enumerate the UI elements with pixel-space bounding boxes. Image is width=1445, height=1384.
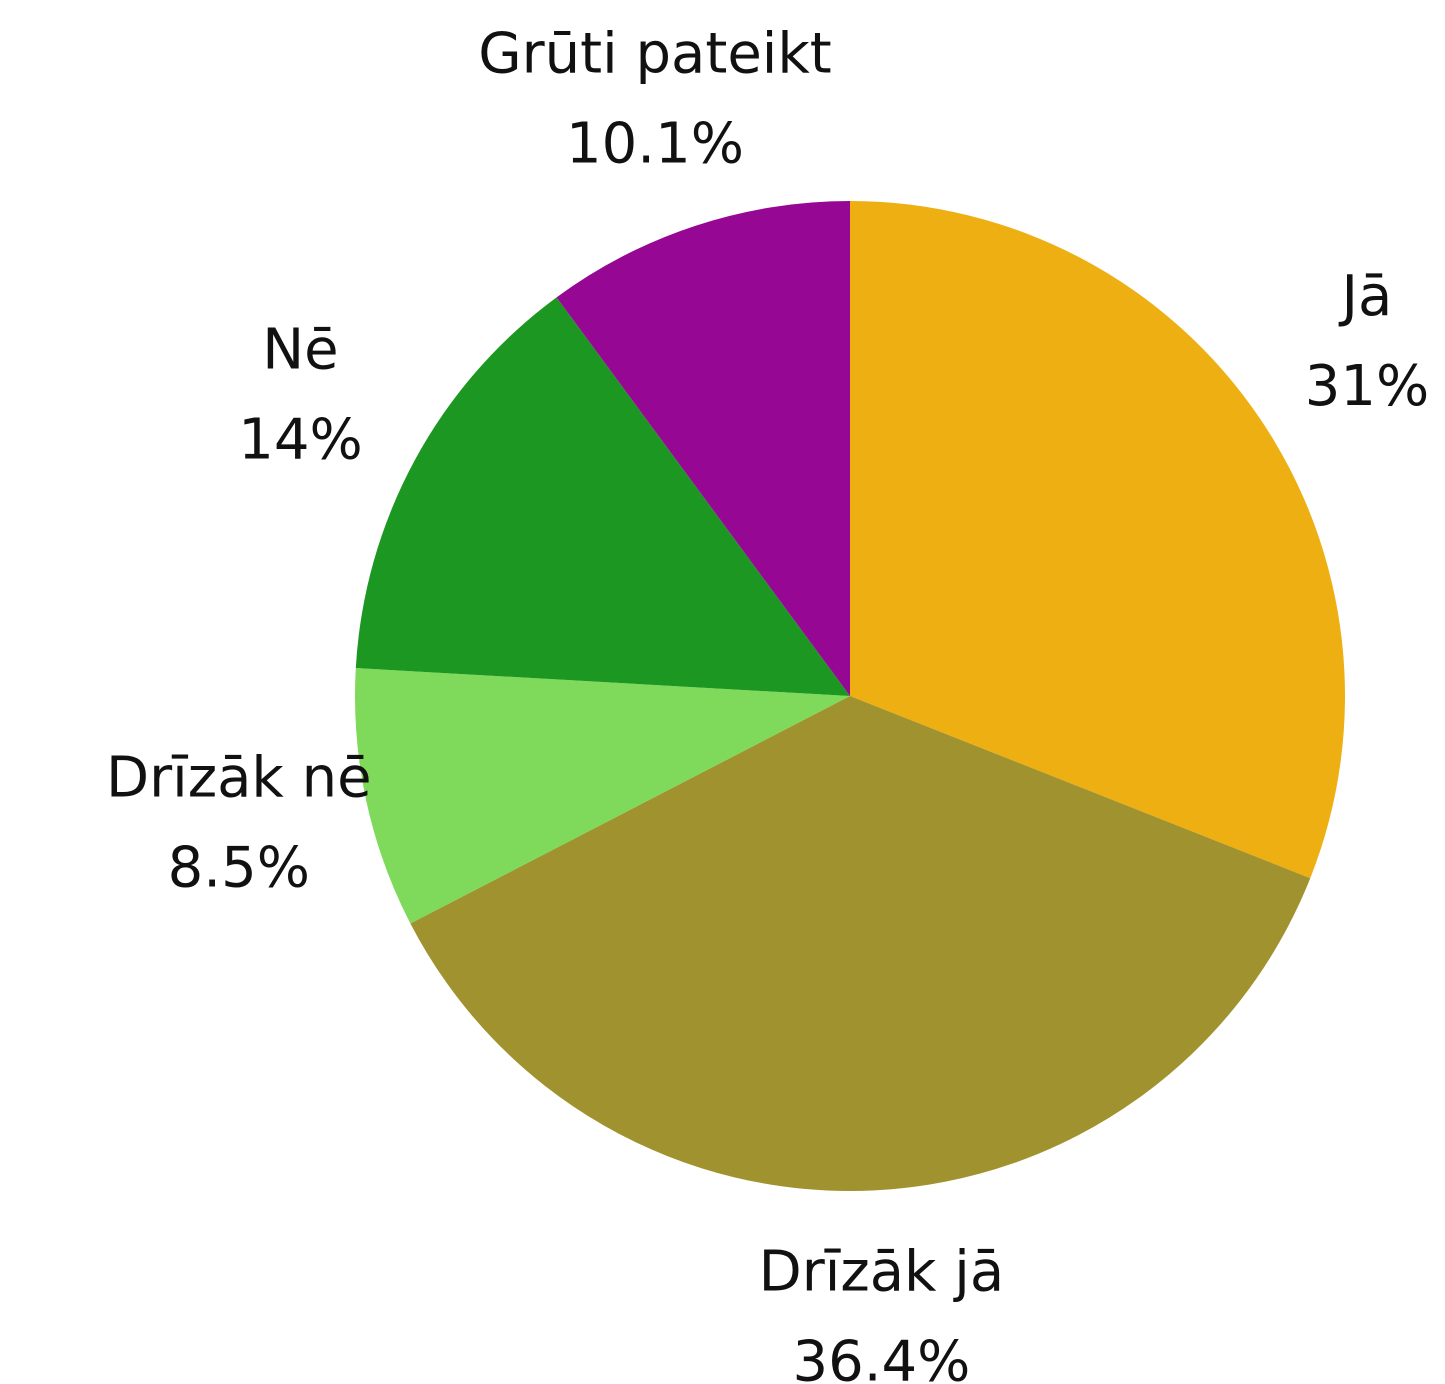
value-label: 36.4% [792,1329,970,1384]
slice-label: Grūti pateikt [478,21,831,86]
value-label: 31% [1305,354,1429,419]
slice-label: Jā [1339,264,1393,329]
slice-label: Drīzāk nē [106,746,372,811]
value-label: 10.1% [566,111,744,176]
slice-label: Drīzāk jā [759,1239,1005,1304]
pie-slice [556,201,850,696]
value-label: 14% [238,407,362,472]
pie-slice [355,297,850,696]
pie-slice [410,696,1311,1192]
pie-slice [850,201,1346,879]
pie-slice [355,668,850,924]
slice-label: Nē [262,317,338,382]
value-label: 8.5% [168,836,310,901]
